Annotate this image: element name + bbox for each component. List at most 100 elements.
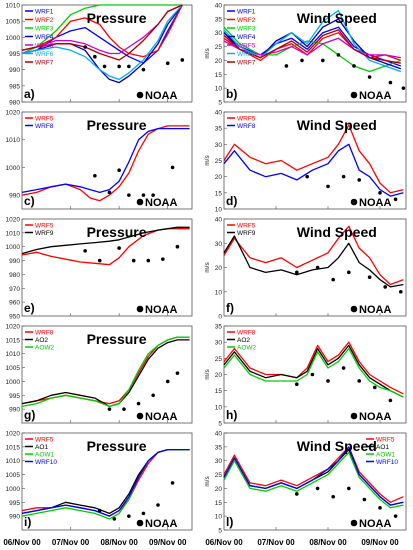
panel-title: Wind Speed	[297, 117, 377, 133]
panel-label: i)	[24, 515, 31, 529]
y-axis-label: m/s	[204, 476, 211, 487]
obs-point	[367, 275, 372, 280]
obs-point	[326, 184, 330, 189]
noaa-legend-label: NOAA	[145, 304, 177, 316]
obs-point	[357, 379, 362, 383]
legend-entry: WRF5	[237, 43, 256, 50]
legend-entry: WRF5	[376, 437, 395, 444]
y-tick-label: 985	[9, 83, 20, 90]
y-tick-label: 990	[9, 67, 20, 74]
legend-entry: WRF3	[237, 26, 256, 33]
legend-entry: WRF5	[35, 223, 54, 230]
obs-point	[401, 86, 406, 90]
obs-point	[393, 197, 398, 202]
panel-l: 5 10 15 20 25 30 35 40 m/s Wind Speed WRF5AO1AOW1W…	[204, 431, 407, 535]
legend-entry: WRF9	[35, 230, 54, 237]
y-tick-label: 995	[9, 500, 20, 507]
noaa-legend-label: NOAA	[359, 90, 391, 102]
obs-point	[357, 178, 362, 182]
legend-entry: AOW1	[376, 452, 396, 459]
y-tick-label: 40	[215, 431, 223, 438]
legend-entry: AOW2	[35, 345, 55, 352]
noaa-legend-dot	[350, 519, 358, 527]
series-line-wrf5	[223, 124, 404, 194]
y-tick-label: 20	[215, 174, 223, 181]
y-tick-label: 15	[215, 388, 223, 395]
panel-label: b)	[226, 87, 237, 101]
panel-label: l)	[226, 515, 233, 529]
y-tick-label: 10	[215, 404, 223, 411]
obs-point	[97, 258, 102, 263]
obs-point	[127, 193, 131, 197]
panel-a: 980 985 990 995 1000 1005 1010 Pressure WRF1WRF2…	[6, 3, 193, 107]
obs-point	[151, 193, 155, 197]
panel-label: d)	[226, 194, 237, 208]
series-line-wrf5	[223, 37, 401, 59]
obs-point	[180, 58, 185, 62]
obs-point	[141, 511, 146, 516]
y-tick-label: 1015	[6, 337, 21, 344]
panel-e: 950 960 970 980 990 1000 1010 1020 Pressure WRF5W…	[6, 217, 193, 321]
obs-point	[300, 58, 304, 63]
obs-point	[336, 53, 341, 57]
obs-point	[112, 517, 117, 521]
obs-point	[107, 407, 112, 411]
panel-title: Pressure	[87, 117, 147, 133]
obs-point	[117, 168, 121, 172]
y-axis-label: m/s	[204, 262, 211, 273]
obs-point	[161, 257, 165, 261]
noaa-legend-dot	[350, 198, 358, 206]
panel-label: c)	[24, 194, 35, 208]
noaa-legend-label: NOAA	[359, 304, 391, 316]
obs-point	[127, 64, 131, 69]
y-tick-label: 980	[9, 272, 20, 279]
y-axis-label: m/s	[204, 369, 211, 380]
noaa-legend-label: NOAA	[359, 411, 391, 423]
y-axis-label: m/s	[204, 48, 211, 59]
panel-title: Wind Speed	[297, 438, 377, 454]
x-tick-label: 08/Nov 00	[100, 538, 138, 547]
legend-entry: WRF5	[35, 437, 54, 444]
obs-point	[326, 379, 330, 383]
y-tick-label: 1000	[6, 244, 21, 251]
noaa-legend-label: NOAA	[145, 197, 177, 209]
panel-label: a)	[24, 87, 35, 101]
series-line-aow1	[223, 451, 404, 509]
obs-point	[295, 492, 299, 496]
obs-point	[141, 67, 146, 72]
y-tick-label: 20	[215, 486, 223, 493]
y-tick-label: 10	[215, 86, 223, 93]
panel-title: Pressure	[87, 438, 147, 454]
legend-entry: WRF1	[35, 9, 54, 16]
y-tick-label: 35	[215, 324, 223, 331]
obs-point	[175, 371, 180, 375]
y-tick-label: 25	[215, 356, 223, 363]
legend-entry: WRF10	[35, 459, 57, 466]
series-line-wrf7	[223, 29, 401, 64]
y-tick-label: 40	[215, 3, 223, 10]
panel-title: Wind Speed	[297, 224, 377, 240]
y-tick-label: 1020	[6, 217, 21, 224]
legend-entry: WRF5	[35, 116, 54, 123]
y-tick-label: 35	[215, 444, 223, 451]
noaa-legend-label: NOAA	[145, 518, 177, 530]
y-tick-label: 5	[218, 100, 222, 107]
noaa-legend-dot	[136, 198, 144, 206]
y-tick-label: 990	[9, 514, 20, 521]
obs-point	[102, 64, 107, 69]
y-tick-label: 995	[9, 51, 20, 58]
obs-point	[378, 191, 382, 195]
legend-entry: WRF3	[35, 26, 54, 33]
obs-point	[97, 508, 102, 513]
legend-entry: AO2	[237, 337, 250, 344]
plot-frame	[223, 325, 407, 424]
plot-frame	[21, 4, 193, 103]
obs-point	[295, 270, 299, 275]
legend-entry: AO1	[376, 444, 389, 451]
obs-point	[393, 514, 398, 518]
obs-point	[321, 58, 325, 63]
y-tick-label: 995	[9, 393, 20, 400]
legend-entry: WRF10	[376, 459, 398, 466]
y-tick-label: 1000	[6, 165, 21, 172]
